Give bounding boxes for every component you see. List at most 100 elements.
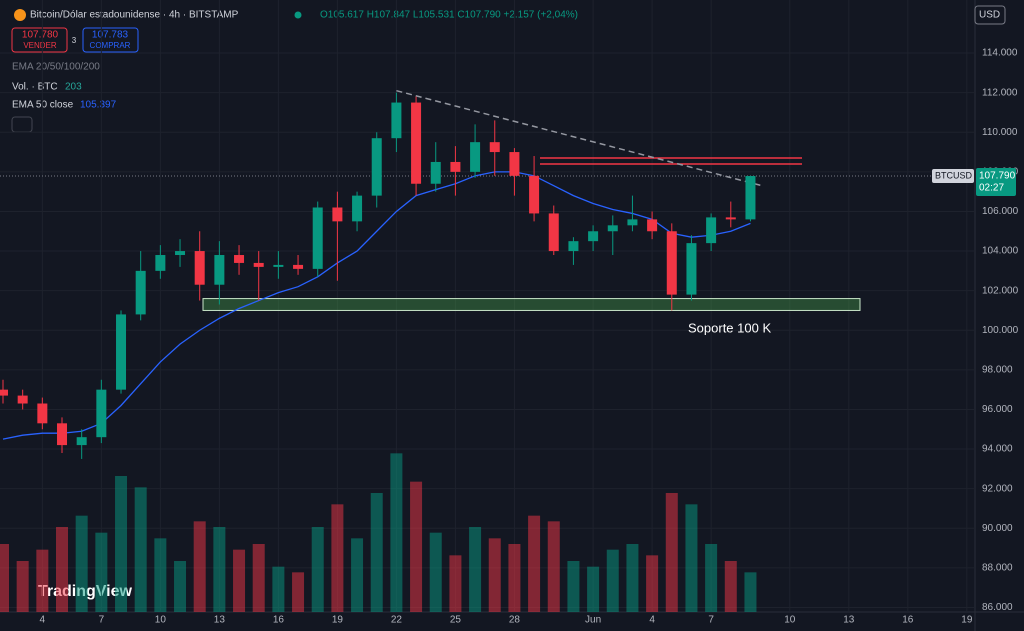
candle-body bbox=[745, 176, 756, 220]
volume-bar bbox=[56, 527, 69, 612]
volume-bar bbox=[95, 532, 108, 612]
symbol: Bitcoin/Dólar estadounidense · 4h · BITS… bbox=[30, 10, 239, 21]
volume-bar bbox=[665, 493, 678, 612]
candle-body bbox=[116, 314, 127, 390]
volume-bar bbox=[429, 532, 442, 612]
candle-body bbox=[706, 217, 717, 244]
candle-body bbox=[352, 195, 363, 222]
ema-value: 105.397 bbox=[80, 100, 117, 111]
volume-bar bbox=[410, 481, 423, 612]
candle-body bbox=[57, 423, 68, 446]
currency-button[interactable] bbox=[974, 5, 1006, 25]
buy-button[interactable] bbox=[82, 27, 139, 53]
volume-bar bbox=[528, 515, 541, 612]
x-tick-label: 16 bbox=[902, 615, 914, 626]
x-tick-label: 16 bbox=[273, 615, 285, 626]
volume-bar bbox=[587, 566, 600, 612]
buy-price: 107.783 bbox=[92, 30, 129, 41]
x-tick-label: 10 bbox=[784, 615, 796, 626]
x-tick-label: 10 bbox=[155, 615, 167, 626]
volume-bar bbox=[75, 515, 88, 612]
y-tick-label: 104.000 bbox=[982, 246, 1019, 257]
y-tick-label: 98.000 bbox=[982, 364, 1013, 375]
candle-body bbox=[489, 142, 500, 153]
x-tick-label: 4 bbox=[40, 615, 46, 626]
candle-body bbox=[686, 243, 697, 295]
candle-body bbox=[312, 207, 323, 269]
y-tick-label: 110.000 bbox=[982, 127, 1018, 138]
volume-bar bbox=[36, 549, 49, 612]
price-tag bbox=[976, 168, 1016, 197]
annotation: Soporte 100 K bbox=[688, 320, 771, 335]
status-dot bbox=[294, 11, 302, 19]
y-tick-label: 90.000 bbox=[982, 523, 1013, 534]
x-tick-label: 19 bbox=[332, 615, 344, 626]
candle-body bbox=[725, 217, 736, 220]
candle-body bbox=[135, 270, 146, 315]
volume-bar bbox=[351, 538, 364, 612]
sell-label: VENDER bbox=[23, 41, 57, 50]
spread: 3 bbox=[72, 36, 77, 45]
candle-body bbox=[529, 175, 540, 214]
candle-body bbox=[568, 241, 579, 252]
x-tick-label: 7 bbox=[708, 615, 714, 626]
volume-bar bbox=[705, 544, 718, 612]
volume-bar bbox=[16, 561, 29, 612]
x-tick-label: 25 bbox=[450, 615, 462, 626]
volume-bar bbox=[567, 561, 580, 612]
candle-body bbox=[607, 225, 618, 232]
y-tick-label: 86.000 bbox=[982, 602, 1013, 613]
volume-bar bbox=[685, 504, 698, 612]
candle-body bbox=[548, 213, 559, 252]
candle-body bbox=[627, 219, 638, 226]
volume-bar bbox=[154, 538, 167, 612]
volume-bar bbox=[292, 572, 305, 612]
y-tick-label: 106.000 bbox=[982, 206, 1019, 217]
candle-body bbox=[509, 152, 520, 176]
price-tag bbox=[932, 169, 974, 184]
ema-group: EMA 20/50/100/200 bbox=[12, 62, 100, 73]
ema-line bbox=[2, 171, 751, 440]
volume-bar bbox=[311, 527, 324, 612]
volume-bar bbox=[449, 555, 462, 612]
volume-bar bbox=[331, 504, 344, 612]
volume-bar bbox=[0, 544, 9, 612]
ohlc: O105.617 H107.847 L105.531 C107.790 +2.1… bbox=[320, 10, 578, 21]
candle-body bbox=[430, 161, 441, 184]
volume-bar bbox=[606, 549, 619, 612]
y-tick-label: 96.000 bbox=[982, 404, 1013, 415]
price-tag-countdown: 02:27 bbox=[979, 183, 1004, 194]
volume-bar bbox=[626, 544, 639, 612]
x-tick-label: 13 bbox=[843, 615, 855, 626]
candle-body bbox=[273, 264, 284, 267]
candle-body bbox=[647, 219, 658, 232]
x-tick-label: 22 bbox=[391, 615, 403, 626]
y-tick-label: 112.000 bbox=[982, 87, 1018, 98]
price-tag-price: 107.790 bbox=[979, 171, 1016, 182]
volume-bar bbox=[370, 493, 383, 612]
sell-button[interactable] bbox=[11, 27, 68, 53]
support-zone bbox=[202, 298, 861, 311]
y-tick-label: 92.000 bbox=[982, 483, 1013, 494]
candle-body bbox=[76, 437, 87, 446]
y-tick-label: 94.000 bbox=[982, 444, 1013, 455]
candle-body bbox=[253, 262, 264, 267]
y-tick-label: 100.000 bbox=[982, 325, 1019, 336]
trendline bbox=[396, 89, 763, 187]
currency: USD bbox=[979, 10, 1000, 21]
candle-body bbox=[175, 251, 186, 256]
candle-body bbox=[17, 395, 28, 404]
x-tick-label: 4 bbox=[649, 615, 655, 626]
volume-bar bbox=[134, 487, 147, 612]
volume-bar bbox=[115, 476, 128, 612]
candle-body bbox=[214, 255, 225, 285]
buy-label: COMPRAR bbox=[90, 41, 131, 50]
x-tick-label: 19 bbox=[961, 615, 973, 626]
volume-value: 203 bbox=[65, 82, 82, 93]
x-tick-label: Jun bbox=[585, 615, 601, 626]
candle-body bbox=[96, 389, 107, 438]
btc-icon bbox=[14, 9, 26, 21]
candle-body bbox=[588, 231, 599, 242]
